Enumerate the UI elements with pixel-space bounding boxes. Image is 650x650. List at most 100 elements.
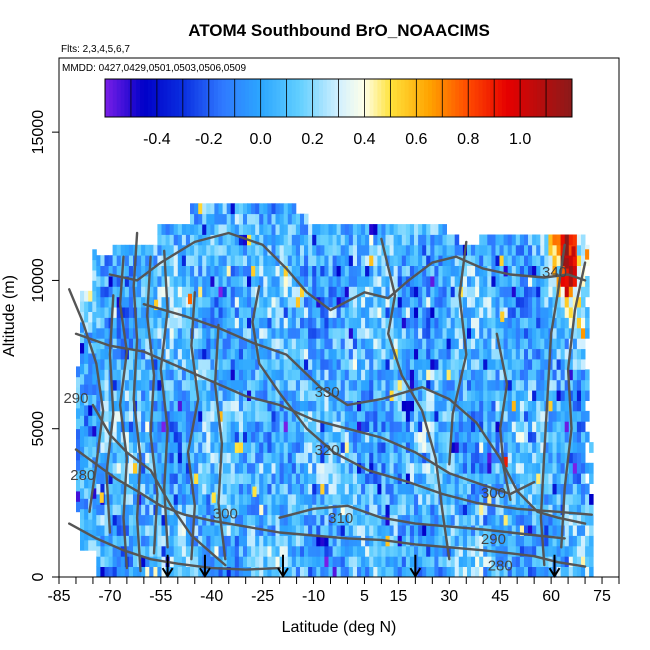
heat-cell [418, 244, 423, 256]
heat-cell [251, 556, 256, 567]
heat-cell [283, 431, 289, 443]
heat-cell [320, 338, 325, 350]
heat-cell [291, 462, 297, 474]
contour-label: 280 [488, 558, 513, 575]
heat-cell [524, 327, 529, 339]
heat-cell [454, 504, 460, 516]
heat-cell [503, 421, 509, 433]
heat-cell [76, 408, 81, 419]
heat-cell [88, 301, 93, 312]
heat-cell [491, 234, 496, 246]
heat-cell [275, 327, 280, 339]
heat-cell [275, 514, 280, 526]
heat-cell [438, 431, 443, 443]
heat-cell [271, 203, 276, 215]
heat-cell [507, 514, 513, 526]
heat-cell [519, 296, 525, 308]
heat-cell [84, 436, 89, 447]
heat-cell [243, 514, 248, 526]
heat-cell [84, 498, 89, 510]
heat-cell [581, 244, 586, 256]
heat-cell [540, 421, 545, 433]
heat-cell [80, 290, 85, 302]
heat-cell [393, 234, 399, 246]
heat-cell [581, 431, 586, 443]
heat-cell [328, 348, 333, 360]
heat-cell [80, 415, 85, 427]
heat-cell [165, 338, 171, 350]
colorbar-segment [478, 79, 483, 117]
heat-cell [92, 321, 97, 333]
heat-cell [275, 421, 280, 433]
heat-cell [324, 494, 329, 505]
heat-cell [304, 359, 309, 370]
heat-cell [357, 296, 362, 308]
heat-cell [304, 213, 309, 225]
heat-cell [336, 483, 342, 495]
heat-cell [352, 244, 358, 256]
heat-cell [581, 369, 586, 381]
heat-cell [263, 338, 268, 350]
heat-cell [194, 244, 199, 256]
heat-cell [291, 348, 297, 360]
heat-cell [377, 234, 382, 246]
heat-cell [487, 494, 492, 505]
heat-cell [96, 255, 101, 266]
heat-cell [210, 224, 215, 235]
heat-cell [255, 390, 260, 401]
heat-cell [552, 379, 557, 391]
heat-cell [247, 504, 252, 516]
heat-cell [92, 280, 97, 292]
heat-cell [173, 566, 179, 577]
heat-cell [295, 296, 301, 308]
heat-cell [88, 519, 93, 530]
heat-cell [430, 369, 435, 381]
heat-cell [116, 286, 122, 298]
heat-cell [120, 483, 126, 495]
heat-cell [357, 369, 362, 381]
heat-cell [247, 244, 252, 256]
heat-cell [328, 265, 333, 277]
heat-cell [434, 473, 439, 484]
heat-cell [568, 390, 574, 401]
colorbar-tick-label: 0.0 [250, 131, 272, 148]
heat-cell [365, 462, 370, 474]
heat-cell [450, 338, 456, 350]
heat-cell [267, 535, 272, 547]
heat-cell [247, 338, 252, 350]
heat-cell [243, 244, 248, 256]
heat-cell [243, 556, 248, 567]
heat-cell [267, 462, 272, 474]
heat-cell [210, 348, 215, 360]
heat-cell [397, 296, 403, 308]
heat-cell [177, 265, 183, 277]
heat-cell [348, 317, 354, 329]
heat-cell [479, 452, 484, 464]
heat-cell [572, 276, 578, 287]
heat-cell [499, 369, 504, 381]
heat-cell [226, 203, 232, 215]
heat-cell [438, 556, 443, 567]
colorbar-segment [451, 79, 456, 117]
heat-cell [377, 296, 382, 308]
heat-cell [467, 556, 472, 567]
heat-cell [300, 566, 305, 577]
heat-cell [422, 431, 427, 443]
heat-cell [560, 265, 566, 277]
heat-cell [104, 327, 109, 339]
heat-cell [324, 514, 329, 526]
heat-cell [194, 410, 199, 422]
heat-cell [438, 359, 443, 370]
heat-cell [414, 234, 419, 246]
heat-cell [348, 234, 354, 246]
heat-cell [320, 566, 325, 577]
heat-cell [564, 442, 570, 453]
heat-cell [324, 379, 329, 391]
heat-cell [243, 410, 248, 422]
heat-cell [581, 504, 586, 516]
heat-cell [76, 470, 81, 481]
heat-cell [279, 525, 285, 536]
heat-cell [137, 276, 142, 287]
heat-cell [218, 338, 223, 350]
heat-cell [352, 494, 358, 505]
